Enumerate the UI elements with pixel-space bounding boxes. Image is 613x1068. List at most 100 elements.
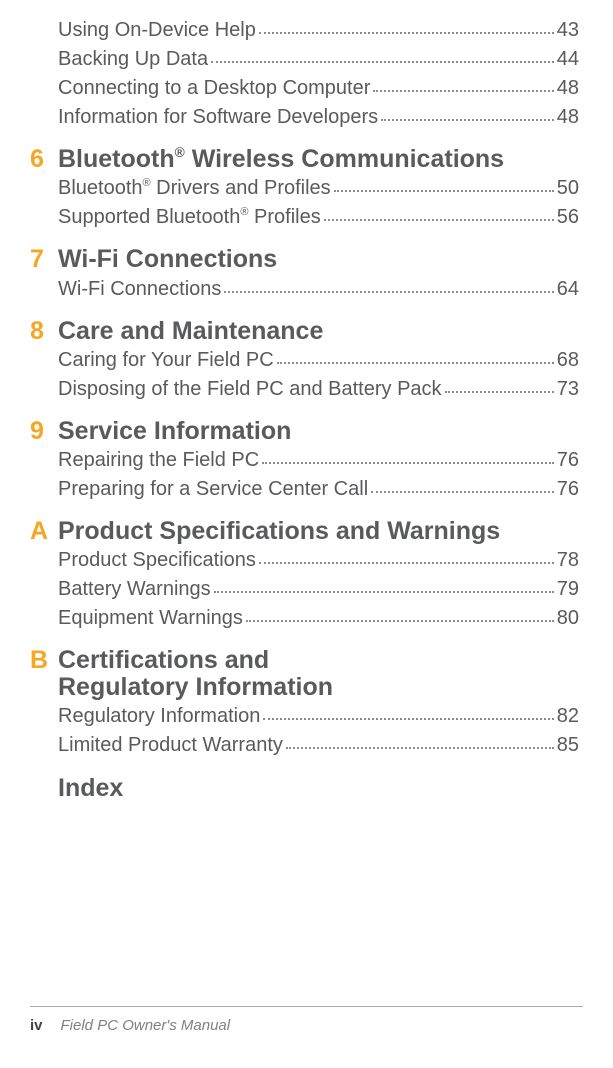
leader-dots [373, 90, 553, 92]
entry-text: Caring for Your Field PC [58, 346, 274, 375]
leader-dots [259, 32, 554, 34]
entry-page: 80 [557, 604, 579, 633]
section-number: B [30, 647, 58, 673]
leader-dots [445, 391, 554, 393]
leader-dots [324, 219, 554, 221]
leader-dots [262, 462, 554, 464]
leader-dots [214, 591, 554, 593]
toc-entry: Limited Product Warranty 85 [58, 731, 579, 760]
section-title: Product Specifications and Warnings [58, 518, 500, 544]
entry-text: Preparing for a Service Center Call [58, 475, 368, 504]
toc-entry: Repairing the Field PC 76 [58, 446, 579, 475]
registered-mark: ® [143, 177, 151, 189]
section-title: Wi-Fi Connections [58, 246, 277, 272]
section-6: 6 Bluetooth® Wireless Communications Blu… [30, 146, 579, 232]
footer-page-number: iv [30, 1017, 43, 1034]
entry-page: 43 [557, 16, 579, 45]
entry-text: Disposing of the Field PC and Battery Pa… [58, 375, 442, 404]
toc-entry: Connecting to a Desktop Computer 48 [58, 74, 579, 103]
entry-text: Equipment Warnings [58, 604, 243, 633]
entry-page: 56 [557, 203, 579, 232]
entry-page: 44 [557, 45, 579, 74]
toc-entry: Product Specifications 78 [58, 546, 579, 575]
leader-dots [211, 61, 554, 63]
toc-entry: Regulatory Information 82 [58, 702, 579, 731]
section-number: 6 [30, 146, 58, 172]
toc-entry: Battery Warnings 79 [58, 575, 579, 604]
leader-dots [224, 291, 553, 293]
section-number: 9 [30, 418, 58, 444]
title-post: Wireless Communications [185, 145, 504, 173]
orphan-entries: Using On-Device Help 43 Backing Up Data … [30, 16, 579, 132]
toc-entry: Supported Bluetooth® Profiles 56 [58, 203, 579, 232]
entry-text: Connecting to a Desktop Computer [58, 74, 370, 103]
footer-rule [30, 1006, 583, 1007]
page-footer: iv Field PC Owner's Manual [0, 1006, 613, 1034]
entry-page: 78 [557, 546, 579, 575]
section-heading: 6 Bluetooth® Wireless Communications [30, 146, 579, 172]
entry-text: Using On-Device Help [58, 16, 256, 45]
entry-page: 76 [557, 475, 579, 504]
title-line-2: Regulatory Information [58, 673, 333, 701]
section-heading: 9 Service Information [30, 418, 579, 444]
leader-dots [334, 190, 554, 192]
index-title: Index [58, 774, 123, 802]
toc-entry: Using On-Device Help 43 [58, 16, 579, 45]
entry-text: Supported Bluetooth® Profiles [58, 203, 321, 232]
entry-text: Backing Up Data [58, 45, 208, 74]
toc-entry: Wi-Fi Connections 64 [58, 275, 579, 304]
section-number: A [30, 518, 58, 544]
section-title: Service Information [58, 418, 291, 444]
footer-line: iv Field PC Owner's Manual [30, 1017, 583, 1034]
section-title: Bluetooth® Wireless Communications [58, 146, 504, 172]
entry-page: 76 [557, 446, 579, 475]
toc-entry: Caring for Your Field PC 68 [58, 346, 579, 375]
section-heading: B Certifications and Regulatory Informat… [30, 647, 579, 700]
entry-text: Battery Warnings [58, 575, 211, 604]
entry-text: Wi-Fi Connections [58, 275, 221, 304]
section-7: 7 Wi-Fi Connections Wi-Fi Connections 64 [30, 246, 579, 303]
entry-page: 48 [557, 103, 579, 132]
title-pre: Bluetooth [58, 145, 175, 173]
entry-page: 82 [557, 702, 579, 731]
section-heading: 8 Care and Maintenance [30, 318, 579, 344]
title-line-1: Certifications and [58, 646, 269, 674]
entry-pre: Bluetooth [58, 177, 143, 199]
leader-dots [286, 747, 554, 749]
entry-text: Repairing the Field PC [58, 446, 259, 475]
section-entries: Regulatory Information 82 Limited Produc… [30, 702, 579, 760]
toc-entry: Backing Up Data 44 [58, 45, 579, 74]
registered-mark: ® [175, 145, 185, 160]
section-heading: 7 Wi-Fi Connections [30, 246, 579, 272]
entry-page: 64 [557, 275, 579, 304]
entry-text: Bluetooth® Drivers and Profiles [58, 174, 331, 203]
footer-title: Field PC Owner's Manual [61, 1017, 231, 1034]
toc-entry: Preparing for a Service Center Call 76 [58, 475, 579, 504]
section-9: 9 Service Information Repairing the Fiel… [30, 418, 579, 504]
section-entries: Repairing the Field PC 76 Preparing for … [30, 446, 579, 504]
section-number: 7 [30, 246, 58, 272]
registered-mark: ® [240, 206, 248, 218]
entry-page: 79 [557, 575, 579, 604]
entry-page: 50 [557, 174, 579, 203]
leader-dots [277, 362, 554, 364]
section-8: 8 Care and Maintenance Caring for Your F… [30, 318, 579, 404]
entry-pre: Supported Bluetooth [58, 206, 240, 228]
section-entries: Product Specifications 78 Battery Warnin… [30, 546, 579, 633]
section-entries: Bluetooth® Drivers and Profiles 50 Suppo… [30, 174, 579, 232]
leader-dots [381, 119, 554, 121]
section-title: Care and Maintenance [58, 318, 323, 344]
entry-text: Regulatory Information [58, 702, 260, 731]
toc-entry: Bluetooth® Drivers and Profiles 50 [58, 174, 579, 203]
entry-page: 85 [557, 731, 579, 760]
entry-post: Profiles [248, 206, 320, 228]
toc-page: Using On-Device Help 43 Backing Up Data … [0, 0, 613, 1068]
toc-entry: Disposing of the Field PC and Battery Pa… [58, 375, 579, 404]
entry-page: 48 [557, 74, 579, 103]
section-entries: Wi-Fi Connections 64 [30, 275, 579, 304]
leader-dots [371, 491, 554, 493]
entry-text: Limited Product Warranty [58, 731, 283, 760]
entry-text: Product Specifications [58, 546, 256, 575]
section-entries: Caring for Your Field PC 68 Disposing of… [30, 346, 579, 404]
toc-entry: Equipment Warnings 80 [58, 604, 579, 633]
